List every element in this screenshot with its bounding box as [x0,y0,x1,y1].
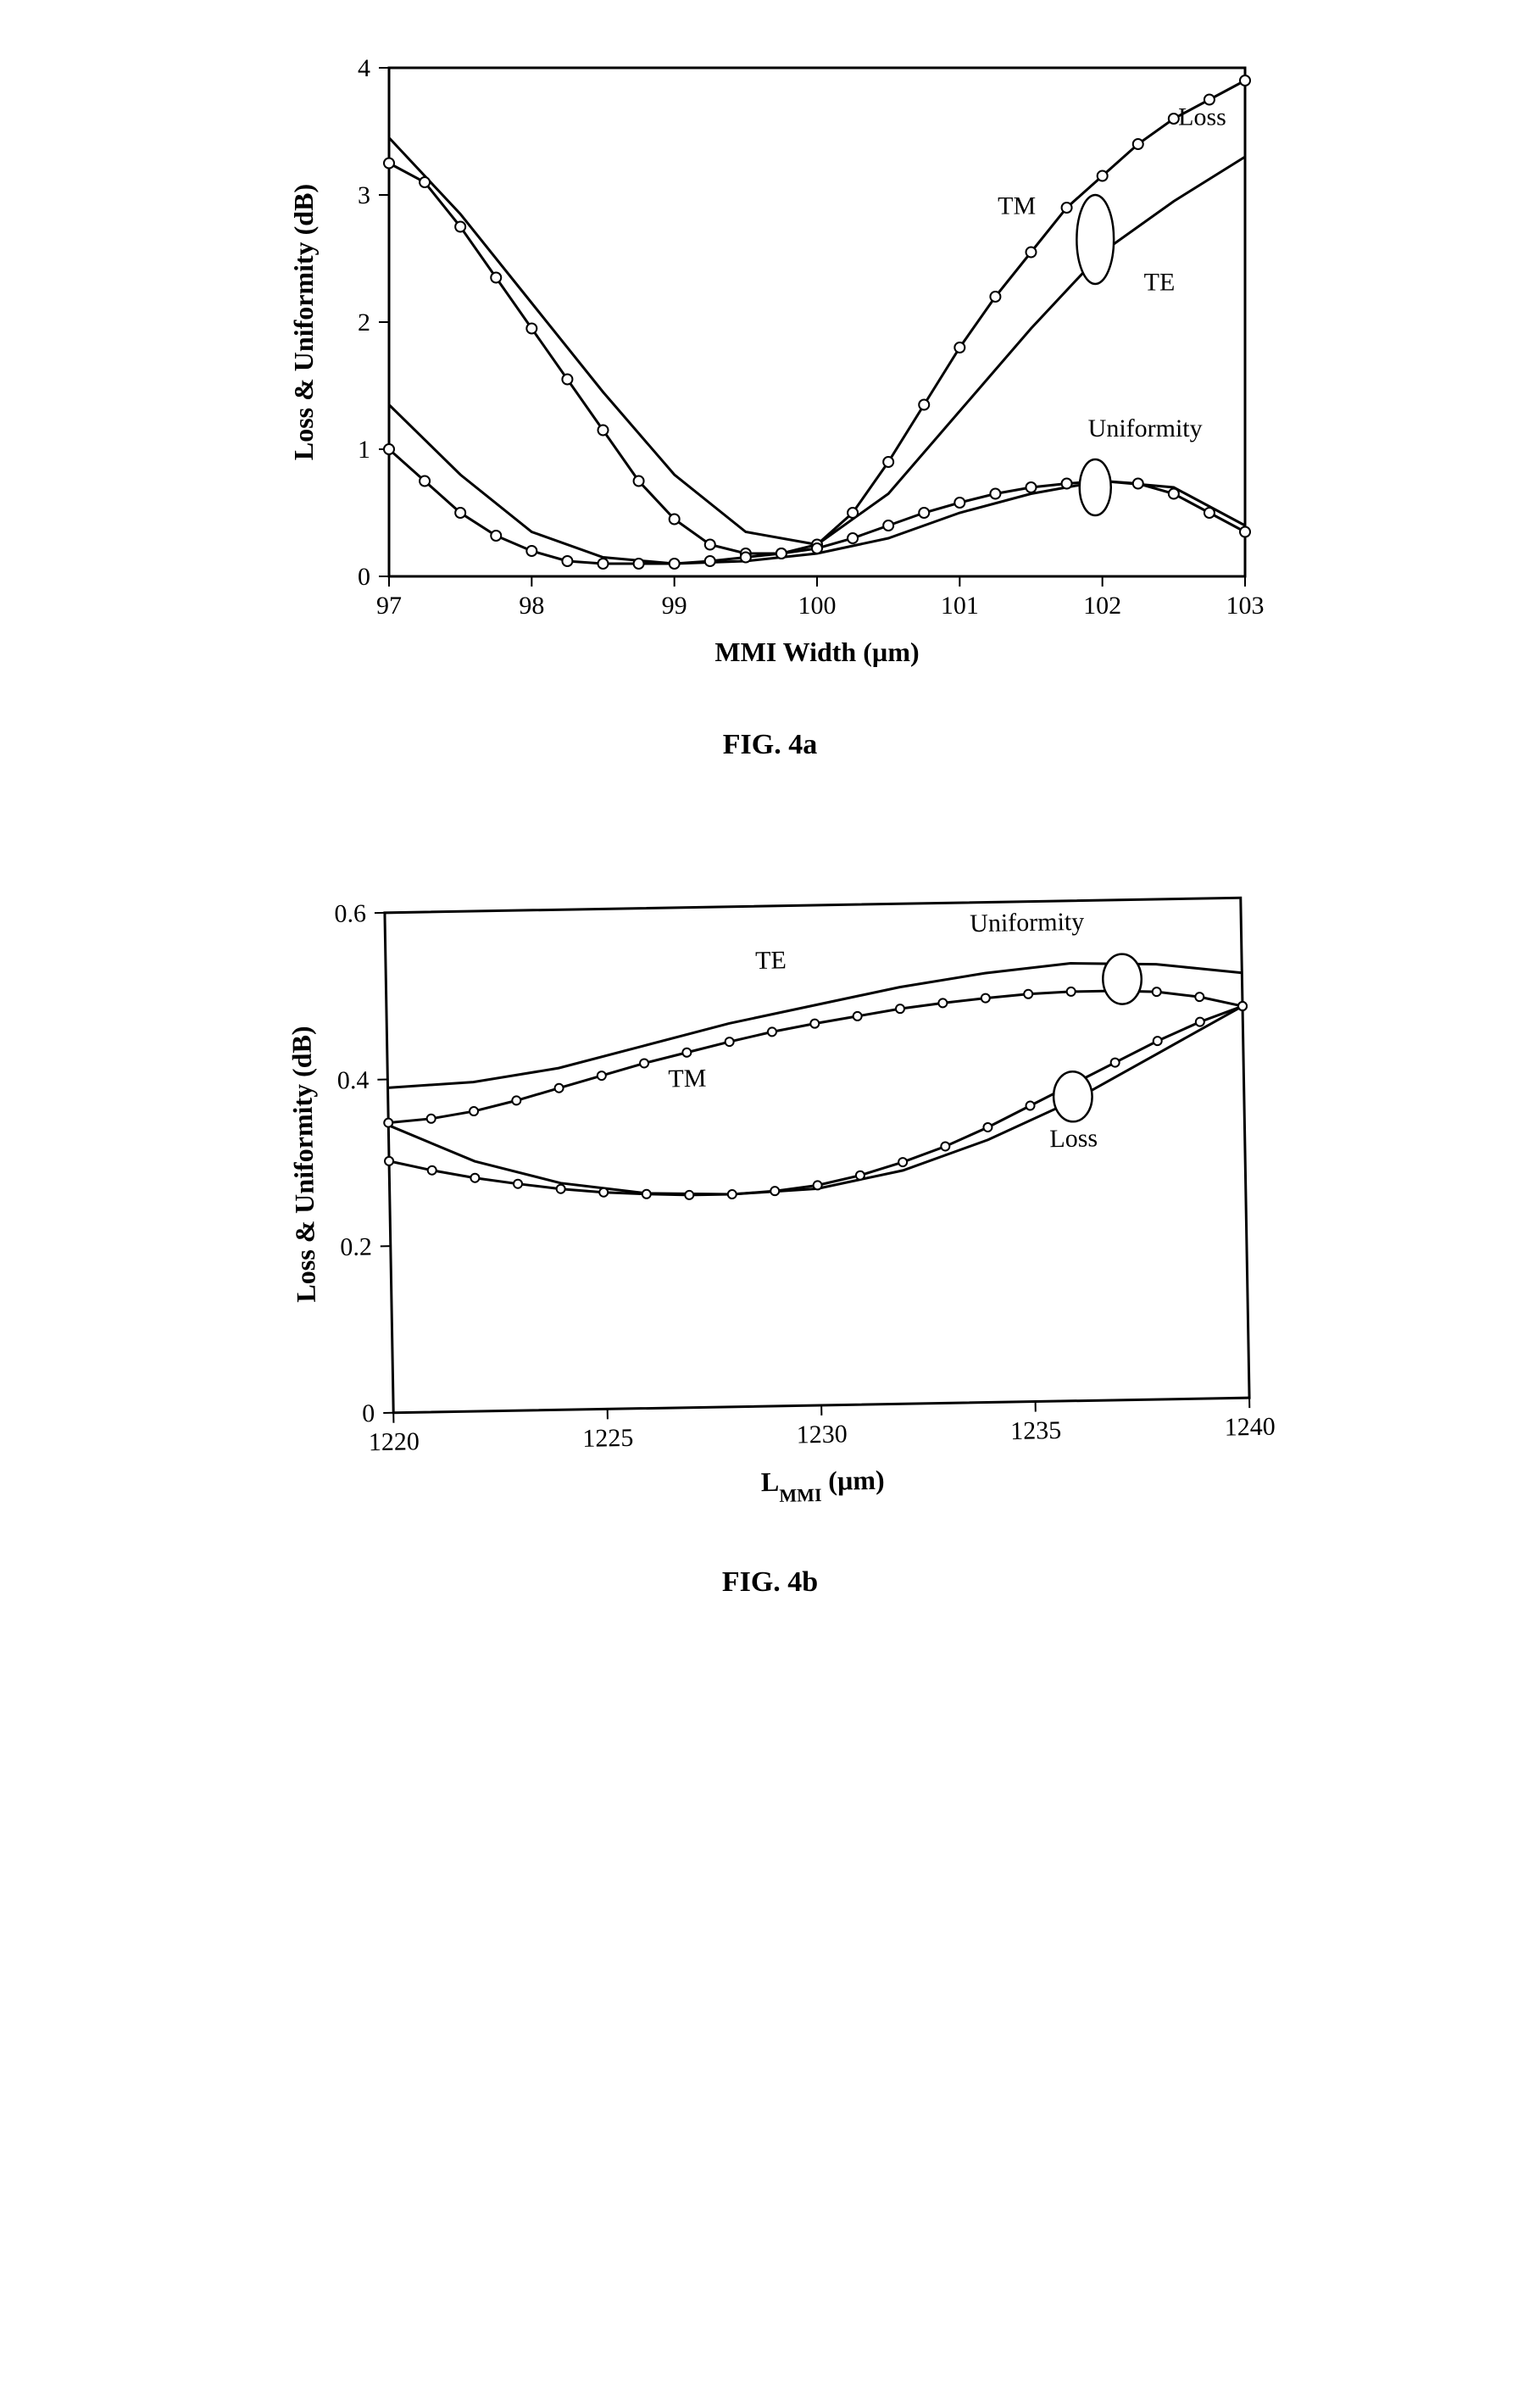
figure-4a: 97 98 99 100 101 102 103 0 1 2 3 4 MMI Width (µm) Los… [177,51,1364,761]
svg-text:1225: 1225 [582,1424,634,1453]
svg-text:TE: TE [754,946,786,975]
svg-text:102: 102 [1083,592,1121,620]
svg-text:Loss & Uniformity (dB): Loss & Uniformity (dB) [288,184,319,460]
svg-text:Loss: Loss [1049,1124,1098,1153]
chart-4a-wrap: 97 98 99 100 101 102 103 0 1 2 3 4 MMI Width (µm) Los… [177,51,1364,695]
svg-text:97: 97 [376,592,402,620]
svg-text:101: 101 [940,592,978,620]
svg-text:0: 0 [361,1399,375,1427]
svg-text:LMMI (µm): LMMI (µm) [760,1465,885,1506]
svg-text:99: 99 [661,592,687,620]
svg-text:3: 3 [358,181,370,209]
svg-text:1230: 1230 [796,1420,848,1449]
svg-text:TE: TE [1143,269,1175,297]
svg-text:Loss: Loss [1178,103,1226,131]
svg-text:100: 100 [798,592,836,620]
svg-text:Uniformity: Uniformity [1087,414,1202,442]
figure-4b-caption: FIG. 4b [177,1566,1364,1599]
svg-text:98: 98 [519,592,544,620]
svg-text:0.6: 0.6 [334,899,366,928]
svg-text:1235: 1235 [1009,1416,1061,1445]
svg-text:TM: TM [668,1065,707,1093]
svg-text:MMI Width (µm): MMI Width (µm) [714,637,919,667]
svg-text:0.4: 0.4 [336,1066,369,1095]
chart-4a-svg: 97 98 99 100 101 102 103 0 1 2 3 4 MMI Width (µm) Los… [262,51,1279,695]
svg-text:2: 2 [358,309,370,336]
svg-text:1240: 1240 [1224,1413,1276,1442]
svg-text:0.2: 0.2 [340,1233,372,1262]
chart-4b-wrap: 1220 1225 1230 1235 1240 0 0.2 0.4 0.6 LMMI (µm) L… [177,888,1364,1532]
svg-text:1: 1 [358,436,370,464]
svg-text:TM: TM [998,192,1036,220]
svg-text:0: 0 [358,563,370,591]
figure-4a-caption: FIG. 4a [177,729,1364,761]
svg-text:1220: 1220 [368,1427,420,1456]
svg-text:Loss & Uniformity (dB): Loss & Uniformity (dB) [286,1026,321,1303]
figure-4b: 1220 1225 1230 1235 1240 0 0.2 0.4 0.6 LMMI (µm) L… [177,888,1364,1599]
svg-text:103: 103 [1226,592,1264,620]
svg-text:4: 4 [358,54,370,82]
svg-text:Uniformity: Uniformity [969,908,1084,937]
chart-4b-svg: 1220 1225 1230 1235 1240 0 0.2 0.4 0.6 LMMI (µm) L… [262,888,1279,1532]
